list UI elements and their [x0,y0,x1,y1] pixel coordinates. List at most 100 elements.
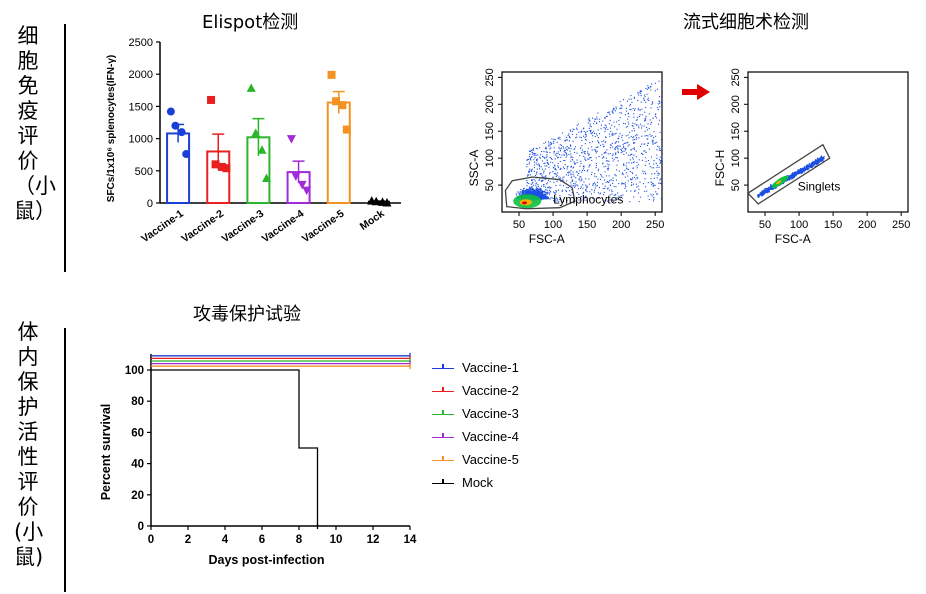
event-dot [536,168,538,170]
event-dot [607,181,609,183]
event-dot [554,198,556,200]
event-dot [550,187,552,189]
event-dot [535,185,537,187]
event-dot [529,168,531,170]
event-dot [653,198,655,200]
event-dot [610,179,612,181]
y-tick-label: 50 [730,179,742,191]
event-dot [568,148,570,150]
event-dot [572,173,574,175]
event-dot [623,147,625,149]
event-dot [525,193,527,195]
event-dot [584,133,586,136]
event-dot [566,148,568,150]
event-dot [555,200,557,202]
survival-line-mock [151,369,319,526]
event-dot [641,125,643,127]
event-dot [602,187,604,190]
event-dot [577,174,579,176]
event-dot [549,148,551,150]
event-dot [619,108,621,110]
event-dot [529,193,531,195]
event-dot [583,155,585,157]
event-dot [601,141,603,143]
event-dot [646,88,648,90]
event-dot [819,157,821,159]
event-dot [591,133,593,135]
event-dot [647,159,649,162]
event-dot [580,187,582,190]
event-dot [525,189,527,191]
event-dot [544,190,546,192]
event-dot [811,166,813,168]
event-dot [527,191,529,193]
event-dot [598,155,600,158]
event-dot [554,192,556,194]
event-dot [583,127,585,129]
event-dot [544,193,546,195]
event-dot [587,186,589,188]
event-dot [614,147,617,149]
event-dot [768,190,770,193]
event-dot [617,148,619,150]
event-dot [651,103,653,105]
event-dot [659,179,661,181]
event-dot [645,87,647,90]
event-dot [647,195,649,197]
event-dot [817,160,819,162]
event-dot [660,178,662,180]
event-dot [532,188,534,190]
event-dot [534,194,536,196]
event-dot [582,191,585,194]
event-dot [527,191,529,193]
event-dot [592,184,594,186]
event-dot [630,148,632,150]
event-dot [657,103,659,105]
event-dot [548,186,550,188]
event-dot [583,199,585,202]
y-tick-label: 50 [484,179,496,191]
event-dot [791,174,793,176]
event-dot [604,171,606,173]
event-dot [524,193,526,195]
event-dot [816,164,818,166]
data-point [211,160,220,169]
event-dot [567,174,569,176]
event-dot [636,124,638,126]
event-dot [537,188,539,190]
event-dot [590,132,592,134]
event-dot [539,156,541,158]
event-dot [580,176,582,178]
event-dot [578,131,580,133]
event-dot [547,187,549,189]
event-dot [615,141,617,143]
event-dot [814,165,817,167]
event-dot [531,189,533,191]
event-dot [538,192,540,194]
event-dot [593,123,595,125]
event-dot [549,145,551,147]
event-dot [789,175,792,177]
event-dot [617,145,619,147]
event-dot [585,178,587,180]
event-dot [523,191,525,193]
event-dot [563,154,566,156]
event-dot [799,167,802,170]
event-dot [550,147,552,149]
event-dot [629,109,631,111]
event-dot [552,176,554,178]
event-dot [529,193,531,195]
event-dot [604,141,606,143]
event-dot [620,152,622,154]
event-dot [639,109,641,111]
event-dot [562,179,564,181]
event-dot [808,162,810,165]
event-dot [642,153,644,156]
event-dot [579,155,581,157]
event-dot [638,115,641,118]
event-dot [530,186,533,188]
x-tick-label: 150 [578,219,596,231]
event-dot [627,134,629,136]
event-dot [629,159,631,161]
